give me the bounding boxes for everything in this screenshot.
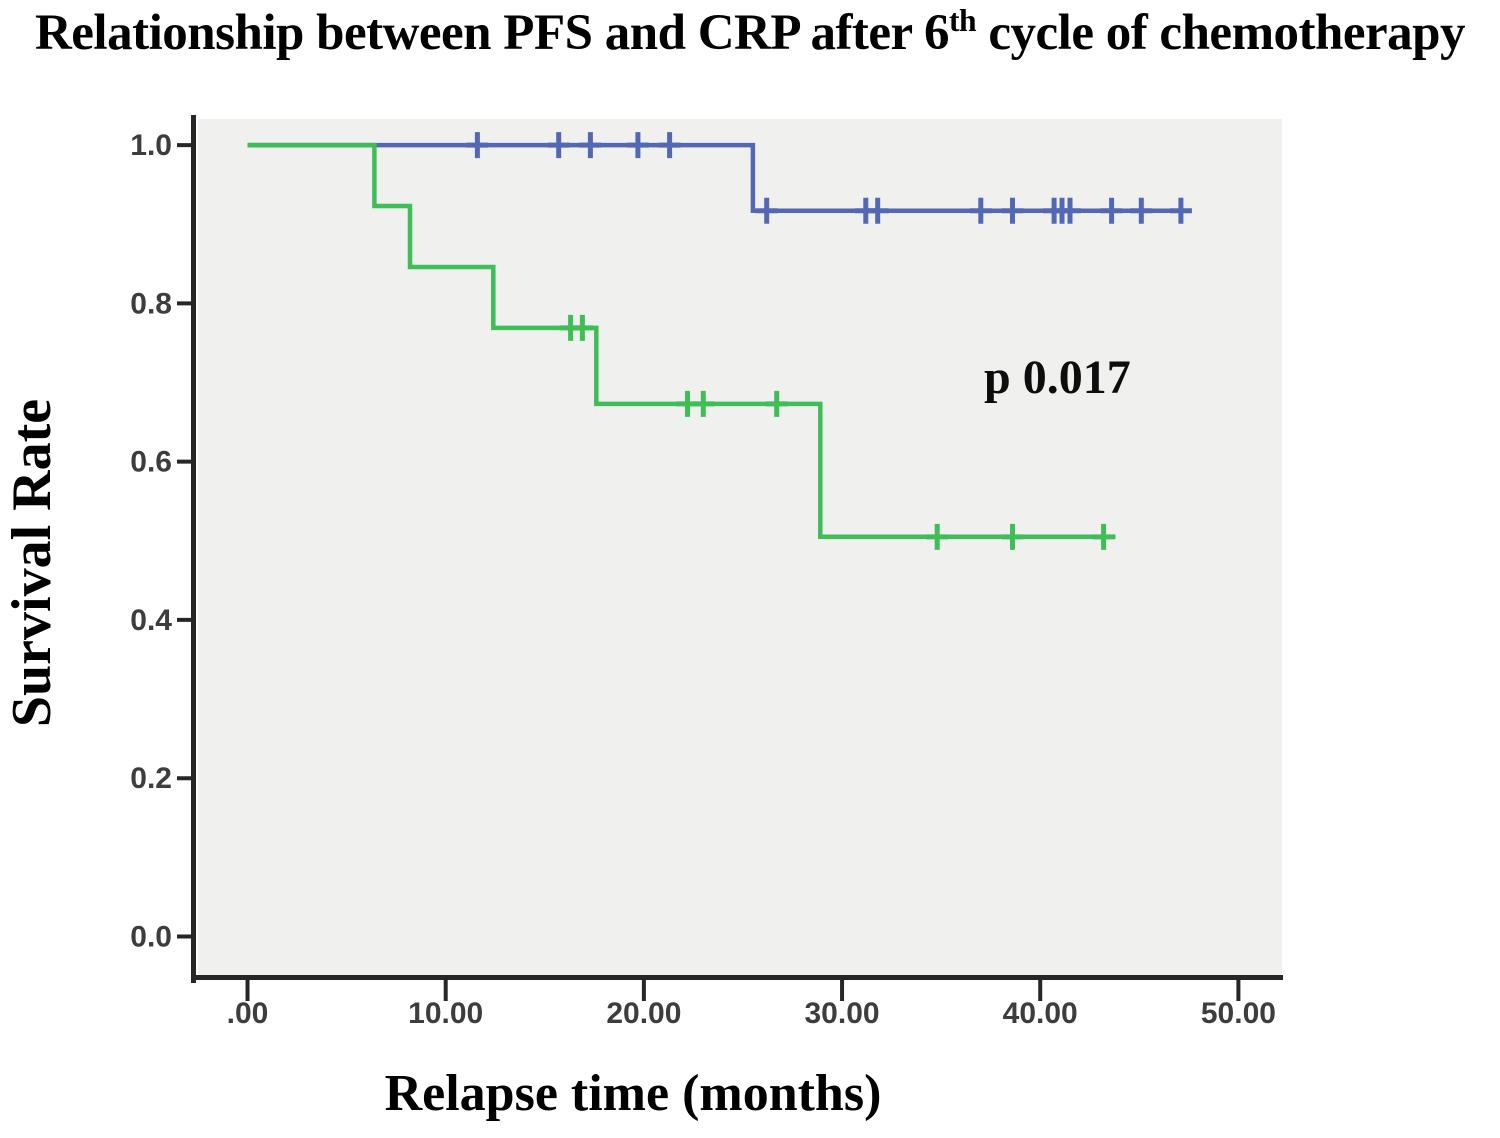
blue-upper-curve-censor-mark: [866, 197, 889, 224]
blue-upper-curve-censor-mark: [579, 132, 602, 159]
chart-title-prefix: Relationship between PFS and CRP after 6: [34, 5, 950, 61]
blue-upper-curve-censor-mark: [1169, 197, 1192, 224]
x-tick-label: 50.00: [1201, 997, 1276, 1030]
blue-upper-curve-censor-mark: [547, 132, 570, 159]
blue-upper-curve-censor-mark: [1100, 197, 1123, 224]
y-tick-label: 0.2: [130, 762, 172, 795]
x-tick-label: 30.00: [805, 997, 880, 1030]
green-lower-curve-censor-mark: [765, 390, 788, 417]
x-tick-label: 40.00: [1003, 997, 1078, 1030]
blue-upper-curve-censor-mark: [626, 132, 649, 159]
p-value-annotation: p 0.017: [984, 351, 1131, 404]
plot-area: [198, 119, 1282, 978]
blue-upper-curve-censor-mark: [1059, 197, 1081, 224]
x-tick-label: 10.00: [408, 997, 483, 1030]
blue-upper-curve-censor-mark: [755, 197, 778, 224]
green-lower-curve-censor-mark: [1092, 523, 1115, 550]
blue-upper-curve-censor-mark: [1130, 197, 1153, 224]
blue-upper-curve-censor-mark: [1001, 197, 1024, 224]
y-tick-label: 1.0: [130, 129, 172, 162]
x-axis-title: Relapse time (months): [384, 1065, 882, 1122]
y-tick-label: 0.4: [130, 604, 172, 637]
chart-title-suffix: cycle of chemotherapy: [976, 5, 1466, 61]
y-tick-label: 0.0: [130, 920, 172, 953]
chart-title-superscript: th: [949, 3, 977, 38]
y-tick-label: 0.6: [130, 446, 172, 479]
green-lower-curve-censor-mark: [571, 314, 594, 341]
chart-title: Relationship between PFS and CRP after 6…: [0, 4, 1500, 62]
green-lower-curve-censor-mark: [1001, 523, 1024, 550]
blue-upper-curve-censor-mark: [969, 197, 992, 224]
y-tick-label: 0.8: [130, 287, 172, 320]
blue-upper-curve-censor-mark: [658, 132, 681, 159]
green-lower-curve-censor-mark: [926, 523, 949, 550]
green-lower-curve-censor-mark: [692, 390, 715, 417]
blue-upper-curve-censor-mark: [466, 132, 489, 159]
x-tick-label: 20.00: [606, 997, 681, 1030]
green-lower-curve: [247, 142, 1116, 540]
x-tick-label: .00: [227, 997, 269, 1030]
